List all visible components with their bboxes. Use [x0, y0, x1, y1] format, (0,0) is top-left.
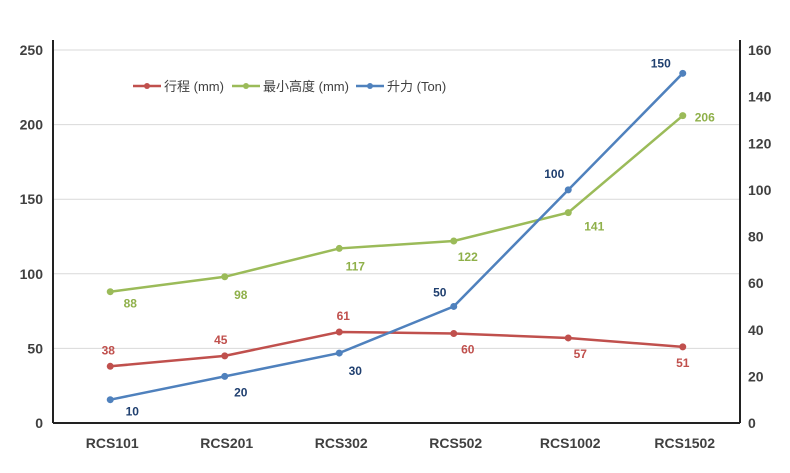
legend-label: 最小高度 (mm) [263, 79, 349, 94]
y-left-tick-label: 150 [20, 191, 44, 207]
data-label: 100 [544, 167, 564, 181]
x-tick-label: RCS201 [200, 435, 253, 451]
data-point [564, 186, 572, 194]
y-right-tick-label: 80 [748, 229, 764, 245]
data-label: 45 [214, 333, 228, 347]
x-tick-label: RCS1002 [540, 435, 601, 451]
data-point [106, 396, 114, 404]
data-label: 122 [458, 250, 478, 264]
y-right-tick-label: 40 [748, 322, 764, 338]
data-point [106, 362, 114, 370]
data-point [106, 288, 114, 296]
y-right-tick-label: 100 [748, 182, 772, 198]
data-point [335, 244, 343, 252]
data-point [564, 209, 572, 217]
legend-swatch-marker [367, 83, 373, 89]
y-right-tick-label: 0 [748, 415, 756, 431]
data-label: 57 [574, 347, 588, 361]
data-label: 88 [124, 297, 138, 311]
data-label: 141 [584, 220, 604, 234]
y-right-tick-label: 160 [748, 42, 772, 58]
y-right-tick-label: 60 [748, 275, 764, 291]
data-point [679, 69, 687, 77]
data-label: 51 [676, 356, 690, 370]
series-line-1 [110, 114, 684, 293]
data-label: 20 [234, 385, 248, 399]
data-point [564, 334, 572, 342]
y-left-tick-label: 200 [20, 117, 44, 133]
y-left-tick-label: 0 [35, 415, 43, 431]
x-tick-label: RCS1502 [654, 435, 715, 451]
data-point [335, 349, 343, 357]
y-right-tick-label: 140 [748, 89, 772, 105]
legend-swatch-marker [144, 83, 150, 89]
y-right-tick-label: 20 [748, 368, 764, 384]
data-point [450, 237, 458, 245]
data-point [450, 302, 458, 310]
data-label: 10 [126, 405, 140, 419]
data-point [679, 112, 687, 120]
data-label: 38 [102, 343, 116, 357]
data-label: 60 [461, 342, 475, 356]
y-left-tick-label: 100 [20, 266, 44, 282]
data-label: 117 [346, 259, 366, 273]
data-label: 61 [337, 309, 351, 323]
series-line-2 [110, 72, 684, 401]
data-label: 98 [234, 288, 248, 302]
y-left-tick-label: 250 [20, 42, 44, 58]
y-right-tick-label: 120 [748, 135, 772, 151]
y-left-tick-label: 50 [27, 340, 43, 356]
data-label: 150 [651, 56, 671, 70]
data-point [335, 328, 343, 336]
legend-swatch-marker [243, 83, 249, 89]
x-tick-label: RCS302 [315, 435, 368, 451]
x-tick-label: RCS101 [86, 435, 139, 451]
data-label: 206 [695, 111, 715, 125]
data-point [221, 372, 229, 380]
series-line-0 [110, 330, 683, 368]
legend-label: 行程 (mm) [164, 79, 224, 94]
x-tick-label: RCS502 [429, 435, 482, 451]
legend-label: 升力 (Ton) [387, 79, 446, 94]
data-point [221, 352, 229, 360]
data-label: 50 [433, 285, 447, 299]
data-label: 30 [349, 364, 363, 378]
data-point [679, 343, 687, 351]
data-point [450, 329, 458, 337]
data-point [221, 273, 229, 281]
